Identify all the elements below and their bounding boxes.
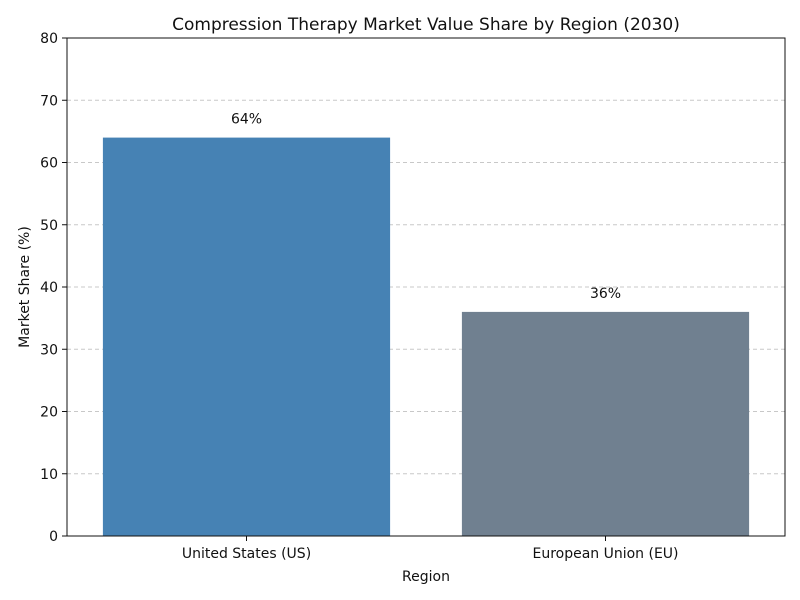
y-tick-label: 20: [40, 405, 58, 421]
bar-value-label: 36%: [590, 286, 621, 302]
chart-title: Compression Therapy Market Value Share b…: [172, 15, 680, 35]
data-labels: 64% 36%: [231, 112, 621, 302]
y-tick-label: 80: [40, 31, 58, 47]
x-axis-label: Region: [402, 569, 450, 585]
y-tick-label: 0: [49, 529, 58, 545]
bar-value-label: 64%: [231, 112, 262, 128]
bars: [102, 137, 750, 536]
y-tick-label: 60: [40, 156, 58, 172]
x-tick-label: United States (US): [182, 546, 311, 562]
y-tick-label: 30: [40, 342, 58, 358]
y-axis-label: Market Share (%): [17, 226, 33, 348]
bar: [461, 311, 750, 536]
y-tick-label: 70: [40, 93, 58, 109]
y-tick-label: 10: [40, 467, 58, 483]
y-tick-label: 40: [40, 280, 58, 296]
y-axis-ticks: 0 10 20 30 40 50 60 70 80: [40, 31, 67, 545]
bar: [102, 137, 391, 536]
y-tick-label: 50: [40, 218, 58, 234]
x-tick-label: European Union (EU): [532, 546, 678, 562]
x-axis-ticks: United States (US) European Union (EU): [182, 536, 679, 562]
